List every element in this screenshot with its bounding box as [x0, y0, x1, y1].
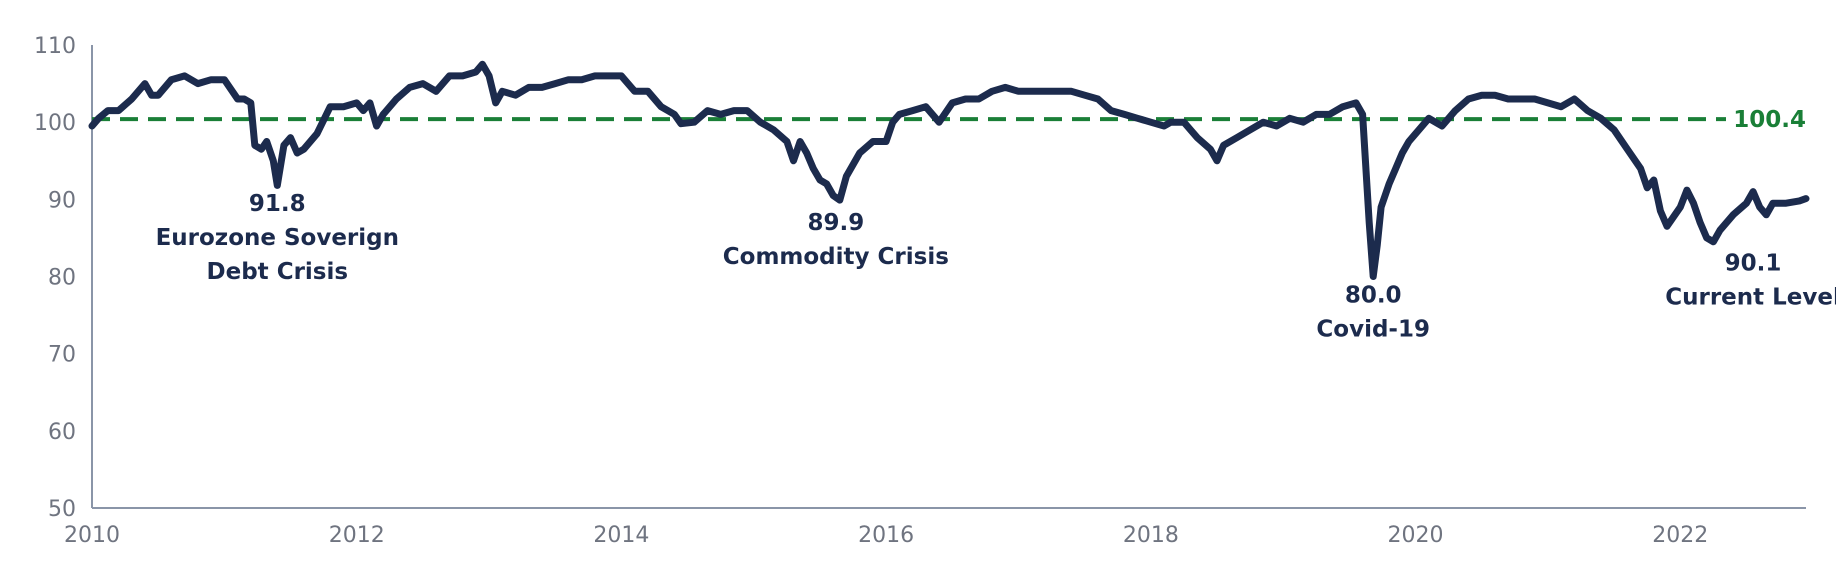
series-group — [88, 60, 1810, 280]
x-axis: 2010 2012 2014 2016 2018 2020 2022 — [64, 507, 1806, 548]
annotation: 91.8 Eurozone Soverign Debt Crisis — [156, 191, 399, 285]
annotation-label: Covid-19 — [1316, 317, 1430, 343]
annotation-value: 89.9 — [807, 210, 864, 236]
reference-line-group: 100.4 — [92, 107, 1806, 133]
y-tick-label: 50 — [48, 497, 76, 522]
annotation-value: 80.0 — [1345, 283, 1402, 309]
annotation-value: 91.8 — [249, 191, 306, 217]
y-tick-label: 70 — [48, 343, 76, 368]
annotation-label: Current Level — [1665, 284, 1836, 310]
annotations: 91.8 Eurozone Soverign Debt Crisis 89.9 Comm… — [156, 191, 1836, 343]
annotation-label: Commodity Crisis — [723, 244, 949, 270]
reference-line-label: 100.4 — [1733, 107, 1806, 133]
y-axis: 50 60 70 80 90 100 110 — [34, 34, 93, 522]
annotation-value: 90.1 — [1725, 250, 1782, 276]
annotation: 80.0 Covid-19 — [1316, 283, 1430, 343]
annotation: 90.1 Current Level — [1665, 250, 1836, 310]
annotation: 89.9 Commodity Crisis — [723, 210, 949, 270]
x-tick-label: 2018 — [1123, 523, 1179, 548]
x-tick-label: 2014 — [593, 523, 649, 548]
annotation-label: Eurozone Soverign — [156, 225, 399, 251]
x-tick-label: 2016 — [858, 523, 914, 548]
x-tick-label: 2020 — [1388, 523, 1444, 548]
x-tick-label: 2010 — [64, 523, 120, 548]
y-tick-label: 60 — [48, 420, 76, 445]
y-tick-label: 80 — [48, 266, 76, 291]
y-tick-label: 90 — [48, 188, 76, 213]
series-line — [88, 60, 1810, 280]
y-tick-label: 110 — [34, 34, 76, 59]
x-tick-label: 2012 — [329, 523, 385, 548]
annotation-label: Debt Crisis — [207, 259, 349, 285]
x-tick-label: 2022 — [1652, 523, 1708, 548]
y-tick-label: 100 — [34, 111, 76, 136]
